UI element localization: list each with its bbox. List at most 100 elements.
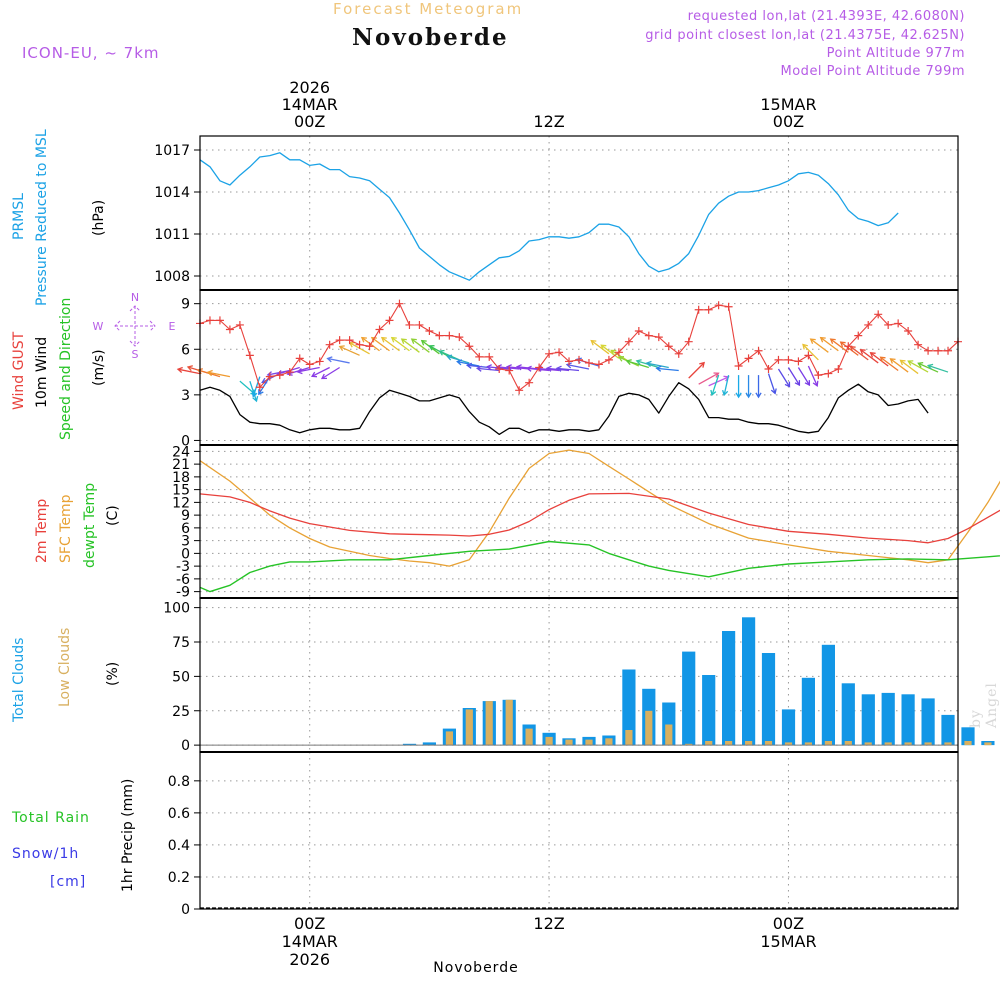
wind-arrow-head [812,380,819,387]
wind-gust-point [914,340,923,349]
wind-arrow-head [721,389,729,397]
total-clouds-bar [881,692,895,746]
wind-gust-line [199,303,959,391]
ytick-label: 1011 [154,227,190,243]
wind-arrow [777,368,791,387]
pressure-line [199,152,899,281]
wind-arrow [327,357,350,364]
wind-arrow-head [829,338,836,344]
wind-arrow [820,337,839,352]
wind-arrow-head [625,359,632,366]
wind-arrow-head [485,364,492,371]
low-clouds-bar [804,742,812,746]
wind-gust-point [594,360,603,369]
wind-arrow [840,341,859,356]
wind-gust-point [315,357,324,366]
footer-station: Novoberde [433,960,518,976]
wind-gust-point [884,320,893,329]
wind-gust-point [764,365,773,374]
wind-gust-point [335,336,344,345]
wind-arrow-head [258,389,264,396]
wind-gust-point [804,351,813,360]
ytick-label: 3 [181,388,190,404]
low-clouds-bar [964,741,972,746]
total-clouds-bar [941,714,955,746]
wind-arrow-head [699,361,705,368]
compass-s: S [132,348,139,361]
wind-gust-point [455,333,464,342]
wind-arrow [830,338,849,353]
low-clouds-bar [625,730,633,746]
wind-arrow-head [380,336,387,343]
wind-arrow [566,363,590,370]
low-clouds-bar [784,742,793,746]
wind-gust-point [535,363,544,372]
wind-gust-point [774,355,783,364]
total-clouds-bar [901,694,915,746]
ytick-label: 50 [172,669,190,685]
wind-gust-point [395,299,404,308]
wind-gust-point [475,352,484,361]
ytick-label: 3 [181,534,190,550]
wind-arrow-head [610,349,617,356]
wind-arrow-head [176,366,183,373]
total-clouds-bar [781,709,796,746]
wind-arrow [457,360,480,367]
wind-gust-point [694,305,703,314]
wind-arrow [339,345,360,356]
low-clouds-bar [665,724,673,746]
wind-arrow-head [745,392,752,399]
total-clouds-bar [422,742,436,746]
wind-arrow [411,338,430,353]
wind-gust-point [525,378,534,387]
wind-arrow-head [456,359,463,366]
wind-arrow-head [713,372,720,378]
wind-arrow-head [410,338,417,344]
compass-n: N [131,291,139,304]
ytick-label: 24 [172,444,190,460]
wind-gust-point [844,342,853,351]
wind-arrow [787,367,800,386]
ytick-label: 25 [172,704,190,720]
wind-arrow-head [802,343,808,350]
wind-arrow [467,364,490,369]
total-clouds-bar [801,677,815,746]
wind-gust-point [794,357,803,366]
sfc-temp-line [199,449,1000,567]
time-label-bottom-hour: 00Z [294,914,325,933]
t2m-line [199,492,1000,544]
ytick-label: 0.4 [168,838,190,854]
low-clouds-bar [844,741,852,746]
wind-gust-point [814,371,823,380]
wind-arrow [447,355,470,364]
ytick-label: 6 [181,521,190,537]
wind-arrow-head [326,356,333,363]
wind-gust-point [904,327,913,336]
wind-arrow-head [755,392,762,399]
wind-arrow-head [710,389,717,397]
wind-gust-point [864,320,873,329]
time-label-top-hour: 00Z [773,112,804,131]
wind-arrow-head [525,365,532,372]
wind-arrow [646,362,669,369]
wind-gust-point [724,302,733,311]
wind-gust-point [874,310,883,319]
time-label-bottom-date: 14MAR [282,932,338,951]
low-clouds-bar [725,741,733,746]
wind-gust-point [624,337,633,346]
wind-arrow [600,344,620,359]
wind-arrow [277,366,300,375]
wind-gust-point [345,336,354,345]
ytick-label: 0.6 [168,806,190,822]
wind-gust-point [854,331,863,340]
low-clouds-bar [545,736,553,746]
ytick-label: 1017 [154,143,190,159]
wind-gust-point [664,342,673,351]
wind-gust-point [215,316,224,325]
ytick-label: 1014 [154,185,190,201]
wind-arrow-head [206,369,213,377]
wind-gust-point [604,355,613,364]
low-clouds-bar [924,742,932,746]
ytick-label: 0 [181,433,190,449]
ytick-label: 21 [172,457,190,473]
